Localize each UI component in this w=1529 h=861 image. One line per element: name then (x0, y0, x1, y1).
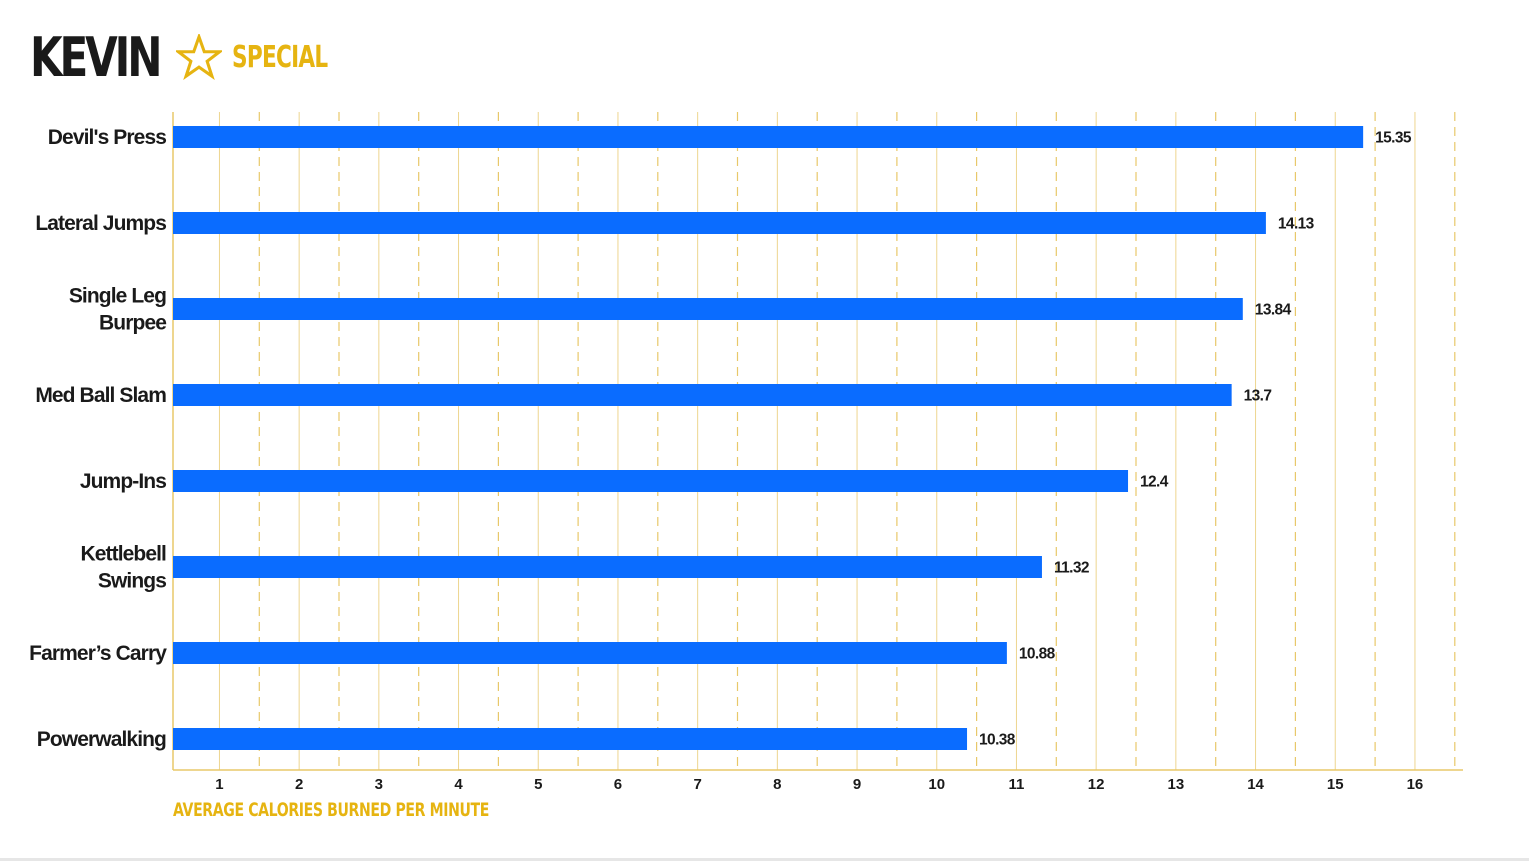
x-tick-label: 2 (295, 776, 303, 793)
bar (173, 298, 1243, 320)
data-label: 10.88 (1019, 646, 1056, 663)
data-label: 11.32 (1054, 560, 1089, 577)
x-tick-label: 8 (773, 776, 781, 793)
data-label: 13.7 (1244, 388, 1272, 405)
bar (173, 556, 1042, 578)
x-tick-label: 13 (1168, 776, 1185, 793)
x-tick-label: 10 (928, 776, 945, 793)
category-label: Kettlebell Swings (80, 543, 166, 593)
x-tick-label: 4 (454, 776, 463, 793)
x-tick-label: 7 (693, 776, 701, 793)
x-tick-label: 1 (215, 776, 223, 793)
x-tick-label: 16 (1407, 776, 1424, 793)
x-tick-label: 9 (853, 776, 861, 793)
bar (173, 470, 1129, 492)
category-label: Devil's Press (48, 126, 166, 149)
x-tick-label: 5 (534, 776, 542, 793)
frame-edge (0, 858, 1529, 861)
x-tick-label: 12 (1088, 776, 1105, 793)
x-tick-label: 11 (1009, 776, 1025, 793)
x-tick-label: 3 (375, 776, 383, 793)
category-label: Jump-Ins (80, 470, 166, 493)
brand-subtitle: SPECIAL (232, 39, 328, 75)
bar (173, 384, 1232, 406)
category-label: Med Ball Slam (35, 384, 166, 407)
data-label: 15.35 (1375, 130, 1412, 147)
bar (173, 642, 1007, 664)
category-label: Farmer’s Carry (29, 642, 167, 665)
x-axis-title: AVERAGE CALORIES BURNED PER MINUTE (173, 799, 490, 821)
data-label: 10.38 (979, 732, 1016, 749)
star-outline-icon (176, 34, 222, 80)
data-label: 12.4 (1140, 474, 1169, 491)
bar (173, 212, 1266, 234)
chart-header: KEVIN SPECIAL (30, 22, 365, 92)
bar (173, 728, 968, 750)
x-tick-label: 15 (1327, 776, 1344, 793)
x-tick-label: 6 (614, 776, 622, 793)
x-tick-label: 14 (1247, 776, 1264, 793)
bar (173, 126, 1364, 148)
data-label: 14.13 (1278, 216, 1315, 233)
category-label: Single Leg Burpee (69, 285, 166, 335)
category-label: Powerwalking (37, 728, 166, 751)
category-label: Lateral Jumps (35, 212, 166, 235)
data-label: 13.84 (1255, 302, 1292, 319)
